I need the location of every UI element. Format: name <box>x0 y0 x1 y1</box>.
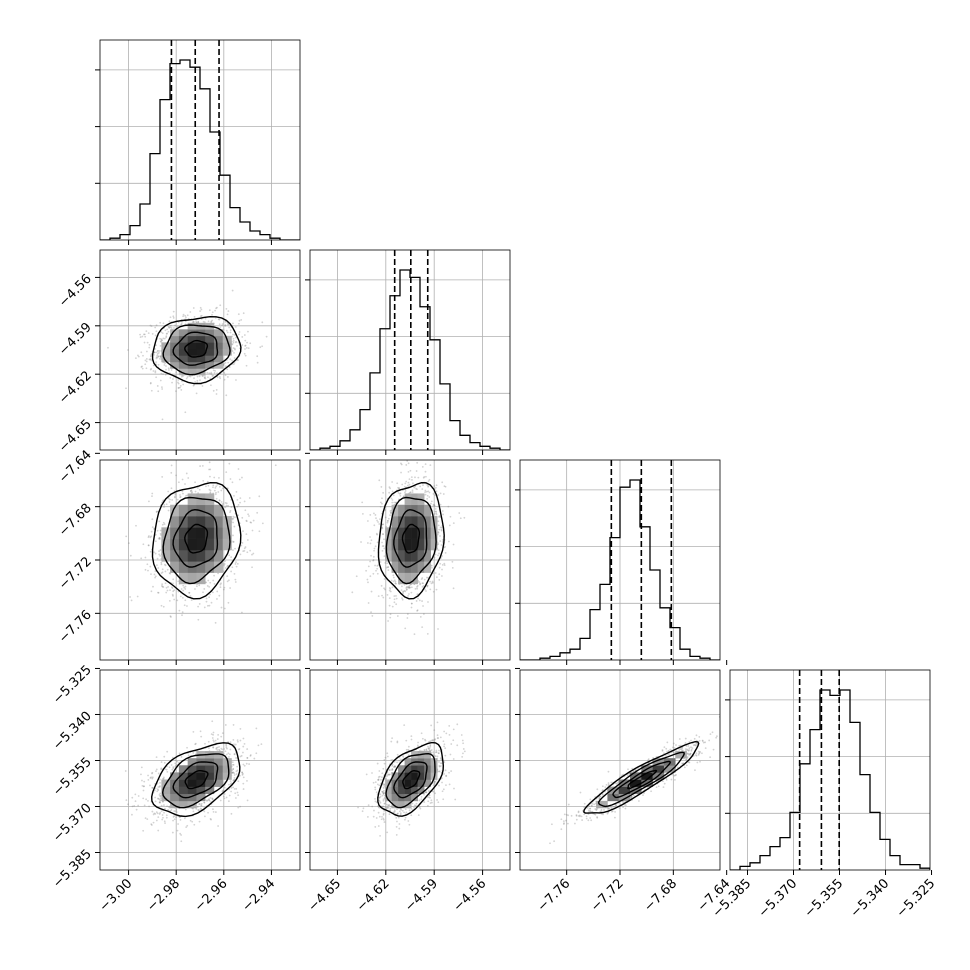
panel-1-0 <box>95 249 301 455</box>
panel-frame-3-1 <box>309 669 511 871</box>
x-tick-label-3-1: −5.370 <box>756 876 801 921</box>
scatter-1-0 <box>107 289 268 421</box>
panel-frame-0-0 <box>99 39 301 241</box>
contour-3-2-3 <box>583 740 700 814</box>
x-tick-label-0-2: −2.96 <box>192 876 231 915</box>
contour-1-0-3 <box>151 315 242 385</box>
y-tick-label-1-0: −4.65 <box>56 417 95 456</box>
x-tick-label-0-0: −3.00 <box>97 876 136 915</box>
scatter-2-1 <box>351 460 466 636</box>
contour-2-0-0 <box>184 523 209 554</box>
x-tick-label-3-4: −5.325 <box>894 876 939 921</box>
y-tick-label-3-0: −5.385 <box>50 847 95 892</box>
y-tick-label-3-3: −5.340 <box>50 709 95 754</box>
x-tick-label-3-2: −5.355 <box>802 876 847 921</box>
contour-2-1-2 <box>385 496 437 585</box>
contour-3-2-2 <box>597 751 685 808</box>
x-tick-label-2-1: −7.72 <box>588 876 627 915</box>
panel-frame-1-0 <box>99 249 301 451</box>
contour-2-1-1 <box>393 508 428 568</box>
histogram-1 <box>310 269 510 450</box>
contour-1-0-2 <box>162 324 231 376</box>
x-tick-label-2-2: −7.68 <box>641 876 680 915</box>
y-tick-label-2-2: −7.68 <box>56 501 95 540</box>
contour-3-1-2 <box>385 752 436 809</box>
y-tick-label-2-1: −7.72 <box>56 554 95 593</box>
x-tick-label-1-2: −4.59 <box>402 876 441 915</box>
y-tick-label-2-3: −7.64 <box>56 448 95 487</box>
panel-3-1 <box>305 667 511 875</box>
y-tick-label-1-3: −4.56 <box>56 272 95 311</box>
x-tick-label-1-1: −4.62 <box>354 876 393 915</box>
histogram-3 <box>730 689 930 870</box>
contour-1-0-0 <box>184 339 209 358</box>
panel-2-2 <box>515 459 728 665</box>
panel-frame-3-0 <box>99 669 301 871</box>
contour-3-1-0 <box>402 769 421 790</box>
panel-2-0 <box>95 452 301 665</box>
contour-2-0-3 <box>151 481 242 600</box>
panel-2-1 <box>305 452 511 665</box>
panel-frame-1-1 <box>309 249 511 451</box>
histogram-0 <box>100 59 300 240</box>
contour-2-1-3 <box>377 481 445 600</box>
x-tick-label-0-1: −2.98 <box>144 876 183 915</box>
x-tick-label-1-3: −4.56 <box>451 876 490 915</box>
density-2-0 <box>161 493 232 585</box>
y-tick-label-3-1: −5.370 <box>50 801 95 846</box>
density-3-0 <box>161 751 232 809</box>
panel-1-1 <box>305 249 511 455</box>
contour-3-0-0 <box>184 770 209 790</box>
density-2-1 <box>385 493 438 585</box>
x-tick-label-3-3: −5.340 <box>848 876 893 921</box>
contour-3-0-3 <box>150 742 241 818</box>
panel-3-2 <box>515 667 728 875</box>
y-tick-label-2-0: −7.76 <box>56 608 95 647</box>
contour-2-0-1 <box>172 508 219 568</box>
contour-3-2-1 <box>612 760 672 799</box>
y-tick-label-1-1: −4.62 <box>56 368 95 407</box>
contour-2-0-2 <box>162 496 231 585</box>
contour-3-1-1 <box>393 761 428 799</box>
panel-frame-3-3 <box>729 669 931 871</box>
contour-1-0-1 <box>172 331 219 366</box>
panel-3-0 <box>95 667 301 875</box>
y-tick-label-3-4: −5.325 <box>50 663 95 708</box>
histogram-2 <box>520 479 720 660</box>
x-tick-label-1-0: −4.65 <box>305 876 344 915</box>
y-tick-label-1-2: −4.59 <box>56 320 95 359</box>
panel-0-0 <box>95 39 301 245</box>
x-tick-label-0-3: −2.94 <box>239 876 278 915</box>
y-tick-label-3-2: −5.355 <box>50 755 95 800</box>
contour-3-0-1 <box>172 761 219 799</box>
contour-3-0-2 <box>161 753 230 809</box>
contour-3-2-0 <box>627 769 658 790</box>
x-tick-label-2-0: −7.76 <box>535 876 574 915</box>
contour-2-1-0 <box>401 523 420 554</box>
contour-3-1-3 <box>377 741 445 817</box>
panel-3-3 <box>725 669 933 875</box>
